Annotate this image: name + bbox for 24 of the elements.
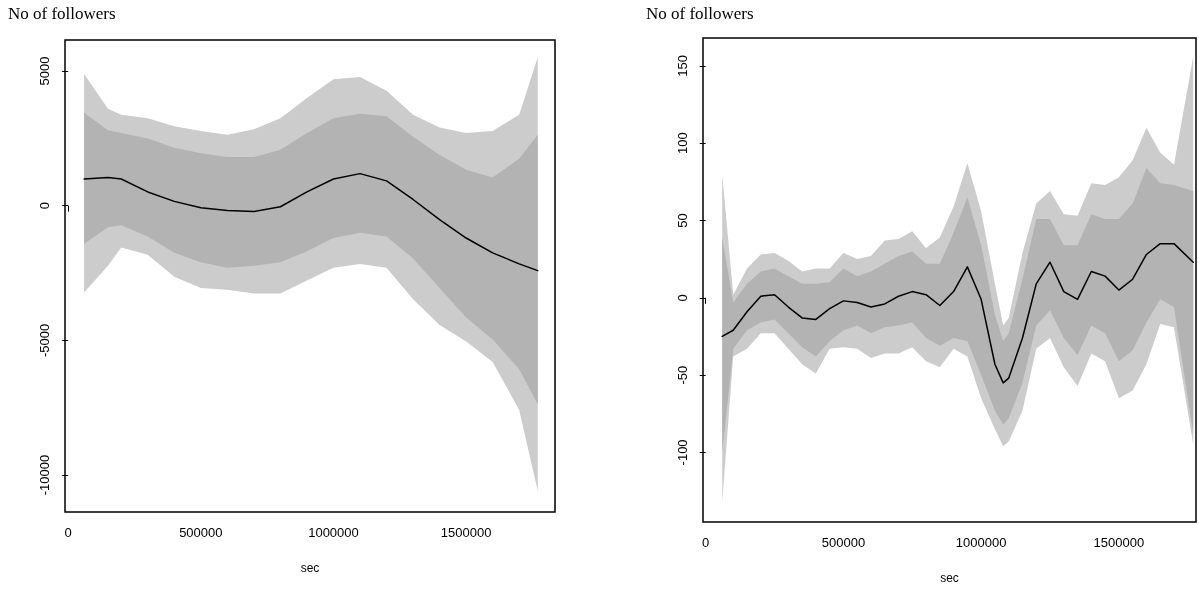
x-axis-title: sec — [300, 561, 320, 575]
y-tick-label: 50 — [675, 213, 690, 228]
x-axis-title: sec — [940, 571, 959, 585]
y-tick-label: 0 — [37, 202, 52, 210]
y-tick-label: -100 — [675, 439, 690, 466]
chart-title: No of followers — [646, 4, 754, 23]
x-tick-label: 1000000 — [955, 535, 1007, 550]
x-tick-label: 0 — [64, 525, 72, 540]
y-tick-label: 5000 — [37, 56, 52, 86]
chart-title: No of followers — [8, 4, 116, 23]
y-tick-label: 100 — [675, 132, 690, 154]
x-tick-label: 1500000 — [1093, 535, 1145, 550]
x-tick-label: 500000 — [179, 525, 223, 540]
line-series — [83, 172, 539, 272]
y-tick-label: 150 — [675, 54, 690, 77]
x-tick-label: 0 — [702, 535, 710, 550]
y-tick-label: 0 — [675, 294, 690, 302]
y-tick-label: -5000 — [37, 323, 52, 358]
y-tick-label: -10000 — [37, 454, 52, 496]
x-tick-label: 1500000 — [440, 525, 492, 540]
line-series — [721, 242, 1194, 384]
x-tick-label: 500000 — [821, 535, 866, 550]
x-tick-label: 1000000 — [308, 525, 359, 540]
y-tick-label: -50 — [675, 365, 690, 385]
